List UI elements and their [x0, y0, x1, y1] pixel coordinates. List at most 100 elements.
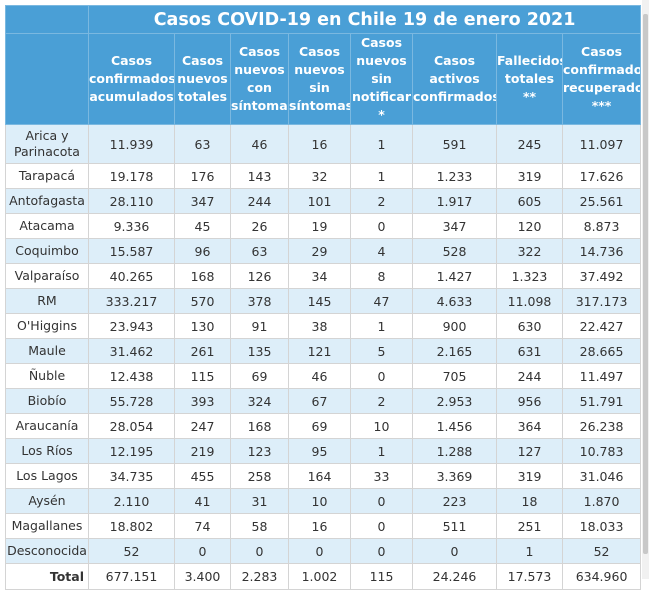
value-cell: 1.917: [412, 188, 497, 214]
value-cell: 1.323: [496, 263, 563, 289]
value-cell: 1.288: [412, 438, 497, 464]
value-cell: 8: [350, 263, 413, 289]
value-cell: 120: [496, 213, 563, 239]
value-cell: 705: [412, 363, 497, 389]
table-title: Casos COVID-19 en Chile 19 de enero 2021: [87, 5, 642, 34]
value-cell: 115: [174, 363, 231, 389]
region-name-cell: Los Ríos: [5, 438, 89, 464]
value-cell: 69: [288, 413, 351, 439]
value-cell: 455: [174, 463, 231, 489]
value-cell: 11.497: [561, 363, 642, 389]
value-cell: 96: [174, 238, 231, 264]
title-corner-cell: [5, 5, 89, 34]
value-cell: 324: [230, 388, 289, 414]
value-cell: 38: [288, 313, 351, 339]
table-body: Arica y Parinacota 11.939 63 46 16 1 591 245 11.…: [5, 124, 642, 590]
value-cell: 2.165: [412, 338, 497, 364]
total-value-cell: 3.400: [174, 563, 231, 590]
value-cell: 55.728: [88, 388, 175, 414]
value-cell: 333.217: [88, 288, 175, 314]
table-row: Los Ríos 12.195 219 123 95 1 1.288 127 10.783: [5, 438, 642, 464]
value-cell: 16: [288, 124, 351, 164]
value-cell: 45: [174, 213, 231, 239]
value-cell: 5: [350, 338, 413, 364]
column-header: Casos confirmados recuperados ***: [561, 33, 642, 125]
value-cell: 11.097: [561, 124, 642, 164]
value-cell: 19: [288, 213, 351, 239]
value-cell: 247: [174, 413, 231, 439]
table-row: Maule 31.462 261 135 121 5 2.165 631 28.665: [5, 338, 642, 364]
value-cell: 8.873: [561, 213, 642, 239]
value-cell: 591: [412, 124, 497, 164]
region-name-cell: Desconocida: [5, 538, 89, 564]
value-cell: 168: [174, 263, 231, 289]
value-cell: 126: [230, 263, 289, 289]
region-name-cell: Arica y Parinacota: [5, 124, 89, 164]
covid-cases-table: Casos COVID-19 en Chile 19 de enero 2021…: [5, 5, 642, 590]
table-row: Biobío 55.728 393 324 67 2 2.953 956 51.791: [5, 388, 642, 414]
header-corner-cell: [5, 33, 89, 125]
value-cell: 1: [350, 163, 413, 189]
value-cell: 18: [496, 488, 563, 514]
value-cell: 74: [174, 513, 231, 539]
table-row: Atacama 9.336 45 26 19 0 347 120 8.873: [5, 213, 642, 239]
value-cell: 26.238: [561, 413, 642, 439]
value-cell: 28.054: [88, 413, 175, 439]
column-header: Casos activos confirmados: [412, 33, 497, 125]
value-cell: 19.178: [88, 163, 175, 189]
value-cell: 631: [496, 338, 563, 364]
value-cell: 28.110: [88, 188, 175, 214]
value-cell: 28.665: [561, 338, 642, 364]
value-cell: 0: [350, 363, 413, 389]
value-cell: 4.633: [412, 288, 497, 314]
value-cell: 10: [288, 488, 351, 514]
value-cell: 168: [230, 413, 289, 439]
value-cell: 33: [350, 463, 413, 489]
value-cell: 1.233: [412, 163, 497, 189]
value-cell: 378: [230, 288, 289, 314]
region-name-cell: Antofagasta: [5, 188, 89, 214]
value-cell: 37.492: [561, 263, 642, 289]
table-row: Ñuble 12.438 115 69 46 0 705 244 11.497: [5, 363, 642, 389]
value-cell: 244: [496, 363, 563, 389]
table-row: Araucanía 28.054 247 168 69 10 1.456 364 26.238: [5, 413, 642, 439]
total-value-cell: 1.002: [288, 563, 351, 590]
value-cell: 9.336: [88, 213, 175, 239]
value-cell: 3.369: [412, 463, 497, 489]
value-cell: 10: [350, 413, 413, 439]
scrollbar-thumb[interactable]: [643, 14, 648, 554]
region-name-cell: Maule: [5, 338, 89, 364]
value-cell: 10.783: [561, 438, 642, 464]
table-row: Arica y Parinacota 11.939 63 46 16 1 591 245 11.…: [5, 124, 642, 164]
value-cell: 900: [412, 313, 497, 339]
value-cell: 34.735: [88, 463, 175, 489]
value-cell: 69: [230, 363, 289, 389]
region-name-cell: Tarapacá: [5, 163, 89, 189]
value-cell: 130: [174, 313, 231, 339]
region-name-cell: Valparaíso: [5, 263, 89, 289]
column-header: Casos nuevos totales: [174, 33, 231, 125]
value-cell: 11.939: [88, 124, 175, 164]
region-name-cell: Biobío: [5, 388, 89, 414]
value-cell: 52: [88, 538, 175, 564]
covid-table-container: Casos COVID-19 en Chile 19 de enero 2021…: [5, 5, 642, 590]
value-cell: 101: [288, 188, 351, 214]
value-cell: 2: [350, 388, 413, 414]
vertical-scrollbar[interactable]: [642, 0, 649, 579]
value-cell: 364: [496, 413, 563, 439]
value-cell: 58: [230, 513, 289, 539]
value-cell: 258: [230, 463, 289, 489]
column-header: Casos confirmados acumulados: [88, 33, 175, 125]
value-cell: 630: [496, 313, 563, 339]
value-cell: 135: [230, 338, 289, 364]
value-cell: 52: [561, 538, 642, 564]
region-name-cell: Magallanes: [5, 513, 89, 539]
value-cell: 22.427: [561, 313, 642, 339]
column-header: Casos nuevos sin notificar *: [350, 33, 413, 125]
value-cell: 67: [288, 388, 351, 414]
value-cell: 347: [412, 213, 497, 239]
value-cell: 18.802: [88, 513, 175, 539]
region-name-cell: Atacama: [5, 213, 89, 239]
value-cell: 0: [174, 538, 231, 564]
value-cell: 2: [350, 188, 413, 214]
